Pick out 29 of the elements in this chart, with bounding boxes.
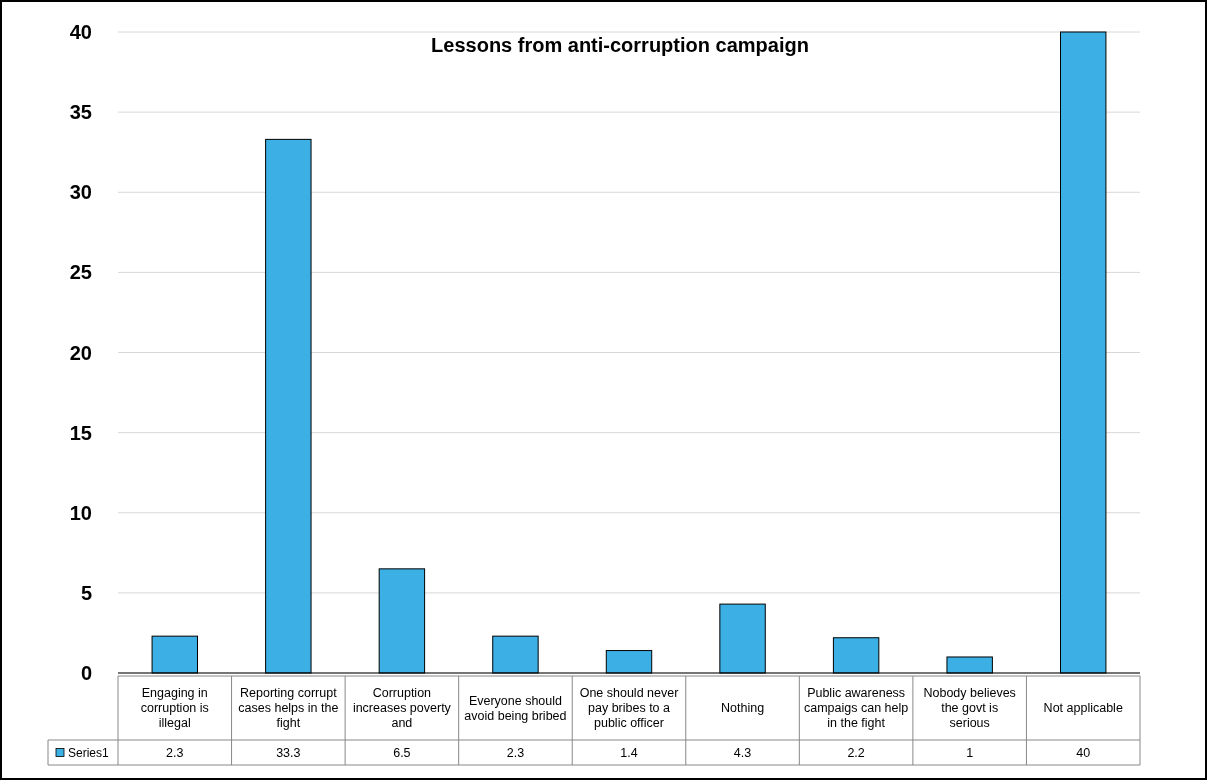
x-tick-label: Everyone should avoid being bribed: [464, 693, 567, 723]
data-label: 1: [966, 745, 974, 760]
x-tick-label: Public awareness campaigs can help in the fight: [803, 686, 909, 731]
chart-title: Lessons from anti-corruption campaign: [431, 34, 809, 56]
data-label: 4.3: [733, 745, 752, 760]
data-label: 33.3: [276, 745, 301, 760]
data-label: 1.4: [620, 745, 638, 760]
data-label: 40: [1076, 745, 1091, 760]
y-tick-label: 15: [69, 421, 92, 444]
y-tick-label: 5: [80, 581, 92, 604]
y-tick-label: 40: [69, 21, 92, 43]
x-tick-label: One should never pay bribes to a public officer: [579, 686, 679, 731]
y-tick-label: 35: [69, 101, 92, 124]
x-tick-label: Reporting corrupt cases helps in the fight: [238, 686, 339, 731]
y-tick-label: 20: [69, 341, 92, 364]
x-tick-label: Nothing: [721, 701, 765, 716]
y-tick-label: 25: [69, 261, 92, 284]
data-label: 6.5: [393, 745, 411, 760]
data-label: 2.3: [506, 745, 525, 760]
y-tick-label: 0: [80, 662, 92, 684]
x-tick-label: Not applicable: [1043, 701, 1123, 716]
y-tick-label: 10: [69, 501, 92, 524]
data-label: 2.3: [166, 745, 184, 760]
x-tick-label: Engaging in corruption is illegal: [140, 686, 209, 731]
y-tick-label: 30: [69, 181, 92, 204]
legend-label: Series1: [68, 745, 110, 760]
x-tick-label: Corruption increases poverty and: [352, 686, 452, 731]
x-tick-label: Nobody believes the govt is serious: [923, 686, 1016, 731]
data-label: 2.2: [847, 745, 865, 760]
